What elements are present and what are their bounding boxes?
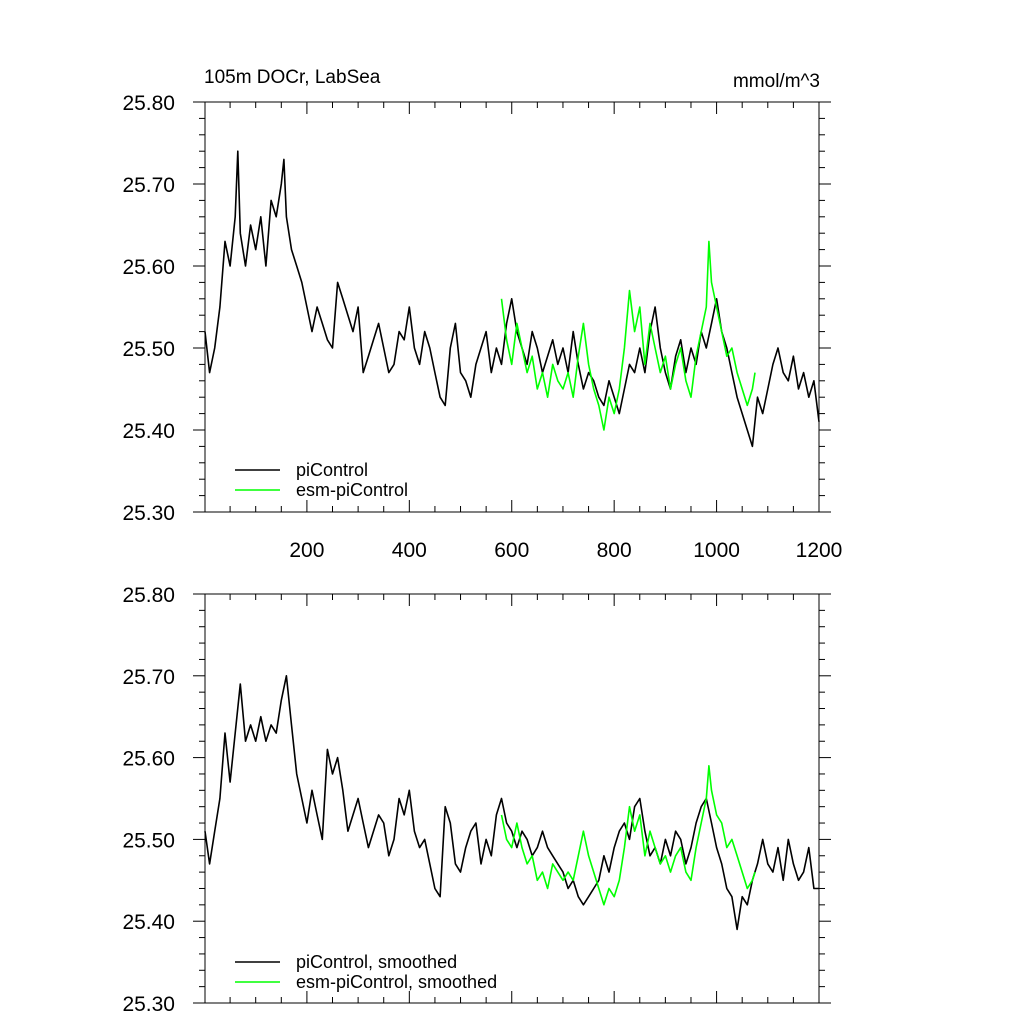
legend-bottom: piControl, smoothed esm-piControl, smoot… — [235, 952, 497, 992]
series-line-esm-picontrol-smoothed — [500, 764, 756, 906]
panel-bottom: 25.30 25.40 25.50 25.60 25.70 25.80 piControl… — [122, 584, 831, 1016]
x-tick-label: 600 — [494, 539, 529, 562]
legend-label-esm-picontrol: esm-piControl — [296, 480, 408, 500]
series-line-picontrol-smoothed — [204, 674, 819, 931]
x-tick-label: 1200 — [796, 539, 843, 562]
legend-label-picontrol-smoothed: piControl, smoothed — [296, 952, 457, 972]
y-tick-label: 25.30 — [122, 993, 175, 1016]
y-tick-label: 25.80 — [122, 92, 175, 115]
legend-label-esm-picontrol-smoothed: esm-piControl, smoothed — [296, 972, 497, 992]
series-line-picontrol — [204, 150, 820, 448]
y-tick-label: 25.60 — [122, 256, 175, 279]
y-tick-label: 25.80 — [122, 584, 175, 607]
title-right: mmol/m^3 — [733, 71, 820, 92]
y-tick-label: 25.50 — [122, 829, 175, 852]
y-tick-label: 25.40 — [122, 420, 175, 443]
plot-area-top: 25.30 25.40 25.50 25.60 25.70 25.80 200 400 600 8… — [122, 92, 842, 562]
x-tick-label: 200 — [289, 539, 324, 562]
y-tick-label: 25.40 — [122, 911, 175, 934]
y-tick-label: 25.50 — [122, 338, 175, 361]
x-tick-label: 400 — [392, 539, 427, 562]
y-tick-label: 25.30 — [122, 502, 175, 525]
legend-top: piControl esm-piControl — [235, 460, 408, 500]
y-tick-label: 25.70 — [122, 666, 175, 689]
title-left: 105m DOCr, LabSea — [204, 67, 381, 88]
panel-top: 105m DOCr, LabSea mmol/m^3 25.3025.4025.… — [122, 67, 842, 562]
x-tick-label: 1000 — [693, 539, 740, 562]
y-tick-label: 25.70 — [122, 174, 175, 197]
y-tick-label: 25.60 — [122, 748, 175, 771]
legend-label-picontrol: piControl — [296, 460, 368, 480]
series-line-esm-picontrol — [500, 240, 756, 431]
plot-area-bottom: 25.30 25.40 25.50 25.60 25.70 25.80 — [122, 584, 831, 1016]
x-tick-label: 800 — [597, 539, 632, 562]
